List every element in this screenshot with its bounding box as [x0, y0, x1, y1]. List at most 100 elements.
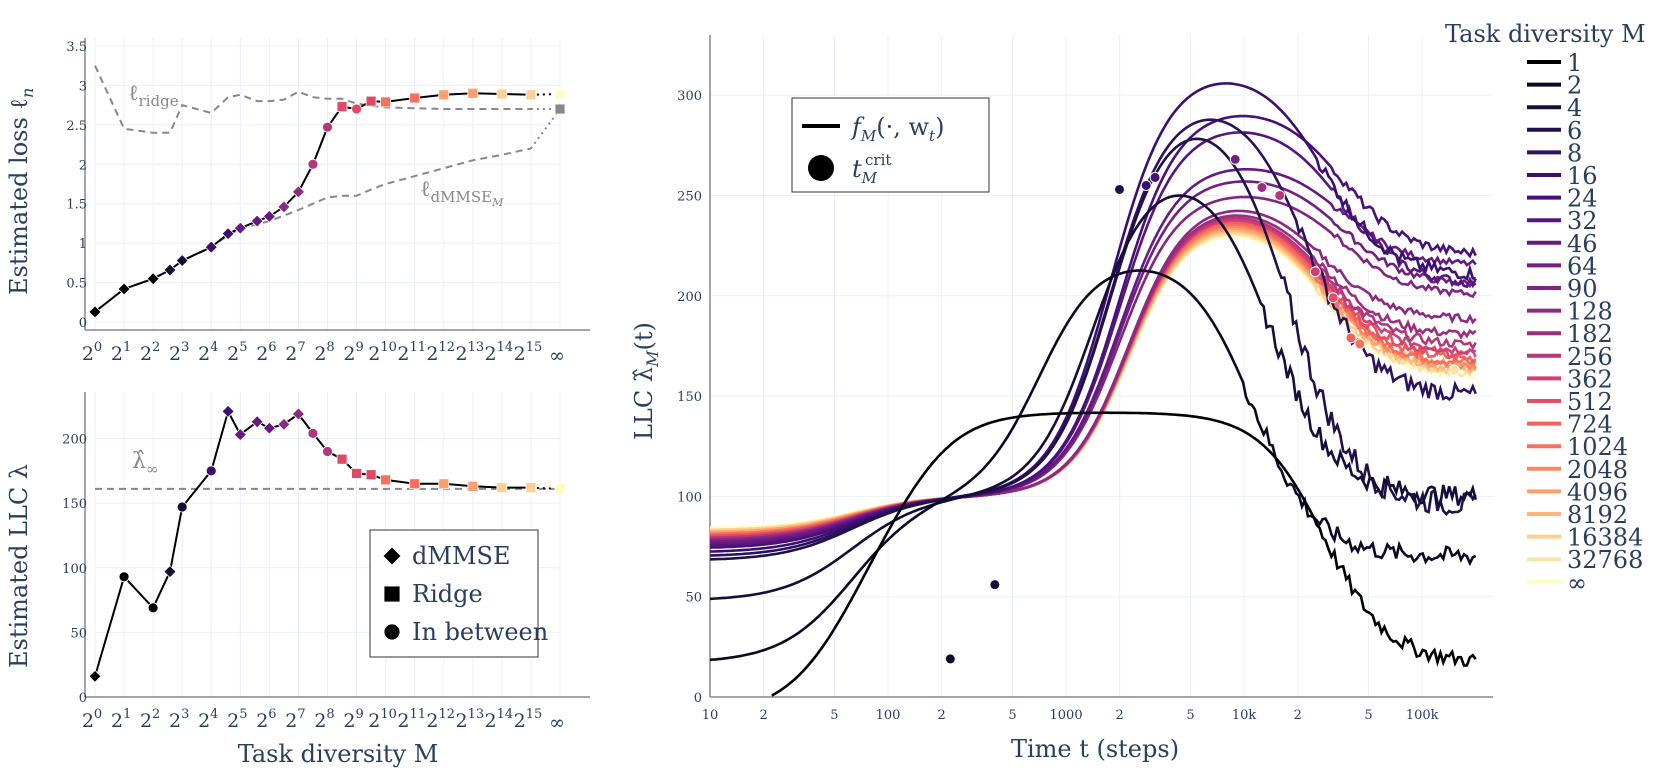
xtick-label: 215: [514, 707, 543, 732]
xtick-label: 210: [368, 340, 397, 365]
ytick-label: 50: [70, 626, 87, 641]
square-marker: [336, 101, 348, 113]
crit-dot: [1113, 183, 1125, 195]
legend-tcrit-label: tMcrit: [852, 151, 891, 187]
trajectory-line-M-64: [709, 180, 1477, 543]
xtick-label: 22: [140, 340, 160, 365]
trajectory-line-M-4: [709, 194, 1477, 601]
square-marker: [409, 478, 421, 490]
square-marker: [380, 96, 392, 108]
ytick-label: 150: [677, 390, 702, 405]
xtick-label: ∞: [549, 712, 565, 734]
llc-xlabel: Task diversity M: [238, 740, 439, 768]
legend-label-diamond: dMMSE: [412, 542, 510, 570]
xtick-label: 2: [1116, 708, 1124, 723]
legend-circle-sample: [808, 155, 834, 181]
legend-label-∞: ∞: [1567, 569, 1587, 597]
xtick-label: 21: [111, 707, 131, 732]
ridge-annotation: ℓridge: [128, 81, 179, 110]
square-marker: [525, 482, 537, 494]
legend-label-362: 362: [1567, 365, 1613, 393]
trajectory-inner-legend: fM(·, wt) tMcrit: [791, 97, 990, 193]
ytick-label: 200: [677, 290, 702, 305]
trajectory-line-M-90: [709, 195, 1477, 543]
xtick-label: 212: [426, 340, 455, 365]
legend-label-64: 64: [1567, 252, 1598, 280]
xtick-label: 212: [426, 707, 455, 732]
xtick-label: 10k: [1232, 708, 1257, 723]
legend-label-32: 32: [1567, 207, 1598, 235]
diamond-marker: [88, 305, 102, 319]
trajectory-line-M-24: [709, 114, 1477, 549]
crit-dot: [1140, 179, 1152, 191]
xtick-label: 25: [227, 707, 247, 732]
diamond-marker: [163, 263, 177, 277]
legend-label-6: 6: [1567, 117, 1582, 145]
circle-marker: [307, 427, 319, 439]
crit-dot: [1354, 338, 1366, 350]
ytick-label: 2.5: [66, 119, 87, 134]
crit-dot: [989, 579, 1001, 591]
square-marker: [380, 474, 392, 486]
xtick-label: 28: [314, 707, 334, 732]
xtick-label: 2: [1294, 708, 1302, 723]
xtick-label: 214: [485, 707, 514, 732]
diamond-marker: [175, 253, 189, 268]
xtick-label: 2: [937, 708, 945, 723]
diamond-marker: [88, 669, 102, 683]
diamond-marker: [221, 227, 235, 241]
circle-marker: [351, 103, 362, 115]
legend-label-182: 182: [1567, 320, 1613, 348]
xtick-label: 28: [314, 340, 334, 365]
xtick-label: 211: [397, 340, 426, 365]
diamond-marker: [262, 209, 276, 223]
xtick-label: 211: [397, 707, 426, 732]
ytick-label: 100: [62, 562, 87, 577]
crit-dot: [1149, 171, 1161, 183]
legend-label-512: 512: [1567, 388, 1613, 416]
xtick-label: 5: [830, 708, 838, 723]
xtick-label: 26: [256, 707, 276, 732]
ytick-label: 100: [677, 490, 702, 505]
xtick-label: 10: [702, 708, 719, 723]
xtick-label: 5: [1364, 708, 1372, 723]
crit-dot: [1345, 332, 1357, 344]
xtick-label: 21: [111, 340, 131, 365]
square-marker: [351, 468, 362, 479]
dmmse-line-tail: [530, 108, 561, 150]
legend-label-1024: 1024: [1567, 433, 1628, 461]
ytick-label: 3.5: [66, 40, 87, 55]
diamond-marker: [291, 185, 306, 199]
circle-marker: [322, 121, 333, 133]
legend-label-4: 4: [1567, 94, 1582, 122]
dmmse-annotation: ℓdMMSEM: [420, 177, 504, 209]
xtick-label: 23: [169, 340, 189, 365]
llc-ylabel: Estimated LLC λ: [5, 464, 33, 668]
xtick-label: 100: [876, 708, 901, 723]
crit-dot: [1448, 364, 1460, 376]
loss-panel: 0 0.5 1 1.5 2 2.5 3 3.5 20 21 22 23 24 25 26 27 28 29 210…: [5, 38, 590, 367]
crit-dot: [1274, 189, 1286, 201]
diamond-marker: [221, 404, 235, 418]
circle-marker: [147, 602, 159, 614]
ytick-label: 250: [677, 189, 702, 204]
ytick-label: 3: [79, 79, 87, 94]
diamond-marker: [382, 546, 402, 566]
legend-label-2: 2: [1567, 72, 1582, 100]
legend-label-8192: 8192: [1567, 501, 1628, 529]
trajectory-line-M-2: [709, 269, 1477, 662]
square-marker: [525, 89, 537, 101]
legend-label-16: 16: [1567, 162, 1598, 190]
circle-marker: [322, 446, 333, 457]
crit-dot: [1309, 266, 1321, 278]
task-diversity-legend: Task diversity M 12468162432466490128182…: [1445, 20, 1646, 597]
circle-marker: [118, 571, 130, 583]
xtick-label: 215: [514, 340, 543, 365]
xtick-label: ∞: [549, 345, 565, 367]
diamond-marker: [250, 415, 264, 429]
square-marker: [467, 480, 479, 492]
xtick-label: 213: [455, 340, 484, 365]
xtick-label: 25: [227, 340, 247, 365]
square-marker: [496, 88, 508, 100]
crit-dot: [1327, 292, 1339, 304]
